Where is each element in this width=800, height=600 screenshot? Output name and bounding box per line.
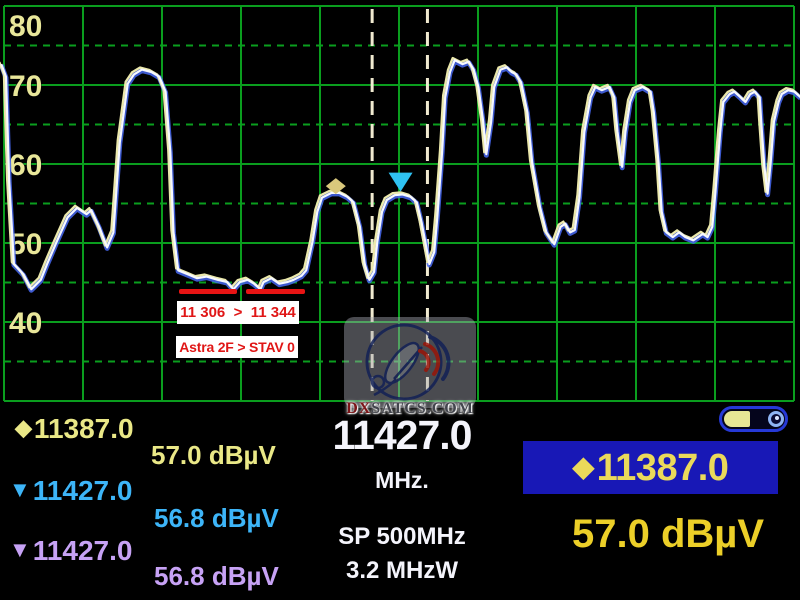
measured-range-underline-right	[246, 289, 305, 294]
battery-cap-dot	[775, 416, 779, 420]
bandwidth-setting: 3.2 MHzW	[345, 557, 458, 584]
marker2-triangle-icon: ▼	[9, 477, 31, 502]
watermark-satcs: SATCS.COM	[371, 400, 474, 417]
span-setting: SP 500MHz	[338, 523, 466, 550]
frequency-unit: MHz.	[375, 467, 429, 493]
marker3-frequency: ▼11427.0	[9, 535, 132, 567]
active-marker-level: 57.0 dBµV	[571, 512, 764, 556]
center-frequency: 11427.0	[332, 412, 473, 458]
active-marker-diamond-icon: ◆	[572, 451, 595, 482]
marker2-level: 56.8 dBµV	[154, 503, 279, 533]
battery-fill	[724, 411, 750, 427]
marker1-frequency: ◆11387.0	[15, 413, 134, 445]
watermark-text: DXSATCS.COM	[338, 400, 482, 418]
frequency-range-annotation: 11 306 > 11 344	[177, 301, 299, 324]
marker1-level: 57.0 dBµV	[151, 440, 276, 470]
dxsatcs-logo	[344, 317, 476, 408]
watermark-dx: DX	[346, 400, 372, 417]
satellite-annotation: Astra 2F > STAV 0	[176, 336, 298, 358]
svg-text:70: 70	[9, 70, 42, 103]
marker1-diamond-icon: ◆	[15, 415, 32, 440]
marker1-frequency-value: 11387.0	[33, 413, 134, 444]
measured-range-underline-left	[179, 289, 237, 294]
svg-text:80: 80	[9, 10, 42, 43]
battery-icon	[719, 406, 788, 432]
marker3-frequency-value: 11427.0	[32, 535, 133, 566]
marker2-frequency: ▼11427.0	[9, 475, 132, 507]
marker3-level: 56.8 dBµV	[154, 561, 279, 591]
active-marker-frequency: 11387.0	[596, 447, 729, 489]
active-marker-panel: ◆11387.0	[523, 441, 778, 494]
marker2-frequency-value: 11427.0	[32, 475, 133, 506]
svg-text:60: 60	[9, 149, 42, 182]
svg-text:40: 40	[9, 307, 42, 340]
marker3-triangle-icon: ▼	[9, 537, 31, 562]
